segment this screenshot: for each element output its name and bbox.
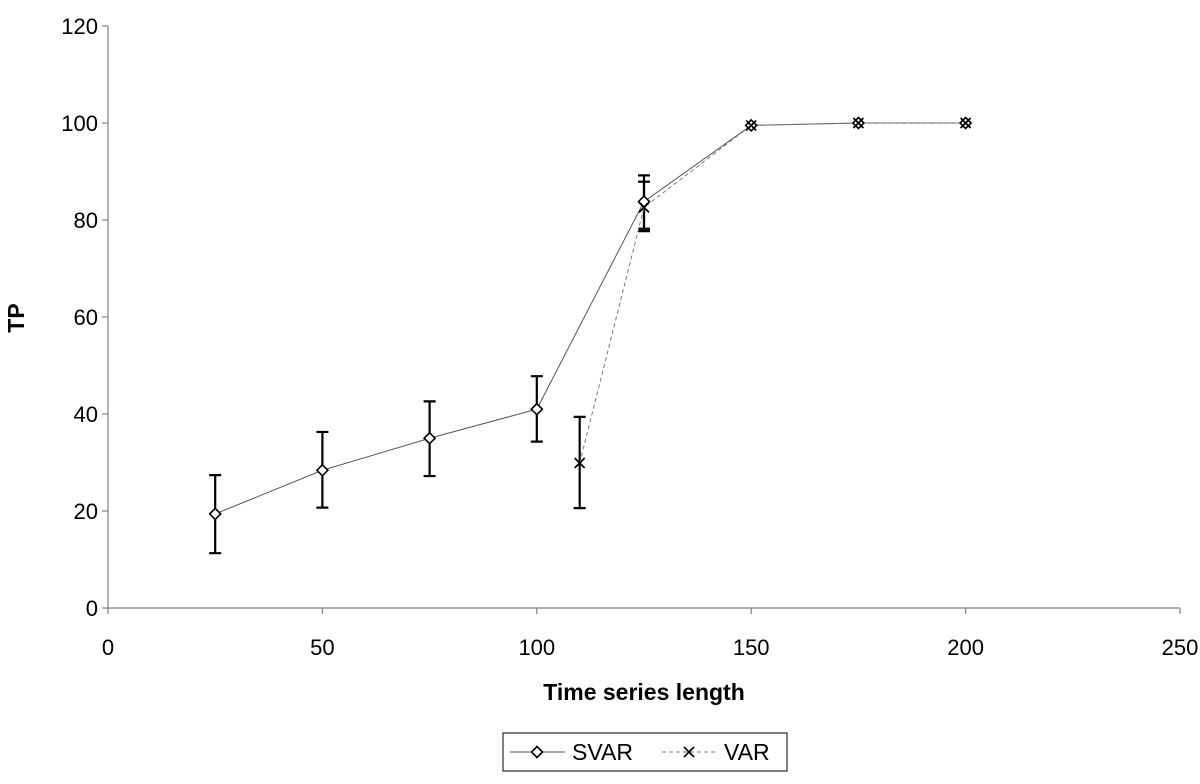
x-tick-label-4: 200 <box>947 635 984 660</box>
y-tick-label-6: 120 <box>61 14 98 39</box>
y-tick-label-5: 100 <box>61 111 98 136</box>
marker-var-3 <box>852 117 865 129</box>
x-tick-label-1: 50 <box>310 635 334 660</box>
x-tick-label-5: 250 <box>1162 635 1199 660</box>
marker-svar-3 <box>530 402 544 416</box>
axes <box>107 26 1180 609</box>
y-tick-label-4: 80 <box>74 208 98 233</box>
series-line-svar <box>215 122 966 515</box>
y-axis-title: TP <box>3 303 29 332</box>
marker-svar-2 <box>422 431 437 445</box>
ticks <box>102 25 1181 614</box>
markers <box>208 116 973 521</box>
legend-var-label: VAR <box>724 739 770 765</box>
x-tick-label-0: 0 <box>102 635 114 660</box>
marker-var-2 <box>745 119 757 132</box>
marker-var-0 <box>574 457 586 469</box>
legend: SVAR VAR <box>502 732 788 772</box>
x-tick-label-3: 150 <box>733 635 770 660</box>
y-tick-label-3: 60 <box>74 305 98 330</box>
legend-var-marker <box>683 746 695 758</box>
legend-svar-marker <box>530 745 544 759</box>
tick-labels: 0 20 40 60 80 100 120 0 50 100 150 200 250 <box>61 14 1198 660</box>
series-lines <box>215 122 966 515</box>
x-tick-label-2: 100 <box>518 635 555 660</box>
x-axis-title: Time series length <box>543 679 745 705</box>
marker-svar-0 <box>208 507 222 521</box>
y-tick-label-2: 40 <box>74 402 98 427</box>
legend-svar-label: SVAR <box>572 739 633 765</box>
marker-var-4 <box>959 117 972 129</box>
y-tick-label-1: 20 <box>74 499 98 524</box>
marker-svar-4 <box>637 194 651 209</box>
series-line-var <box>579 122 966 464</box>
marker-var-1 <box>638 201 650 213</box>
y-tick-label-0: 0 <box>86 596 98 621</box>
error-bars <box>209 174 650 555</box>
marker-svar-1 <box>315 463 330 477</box>
